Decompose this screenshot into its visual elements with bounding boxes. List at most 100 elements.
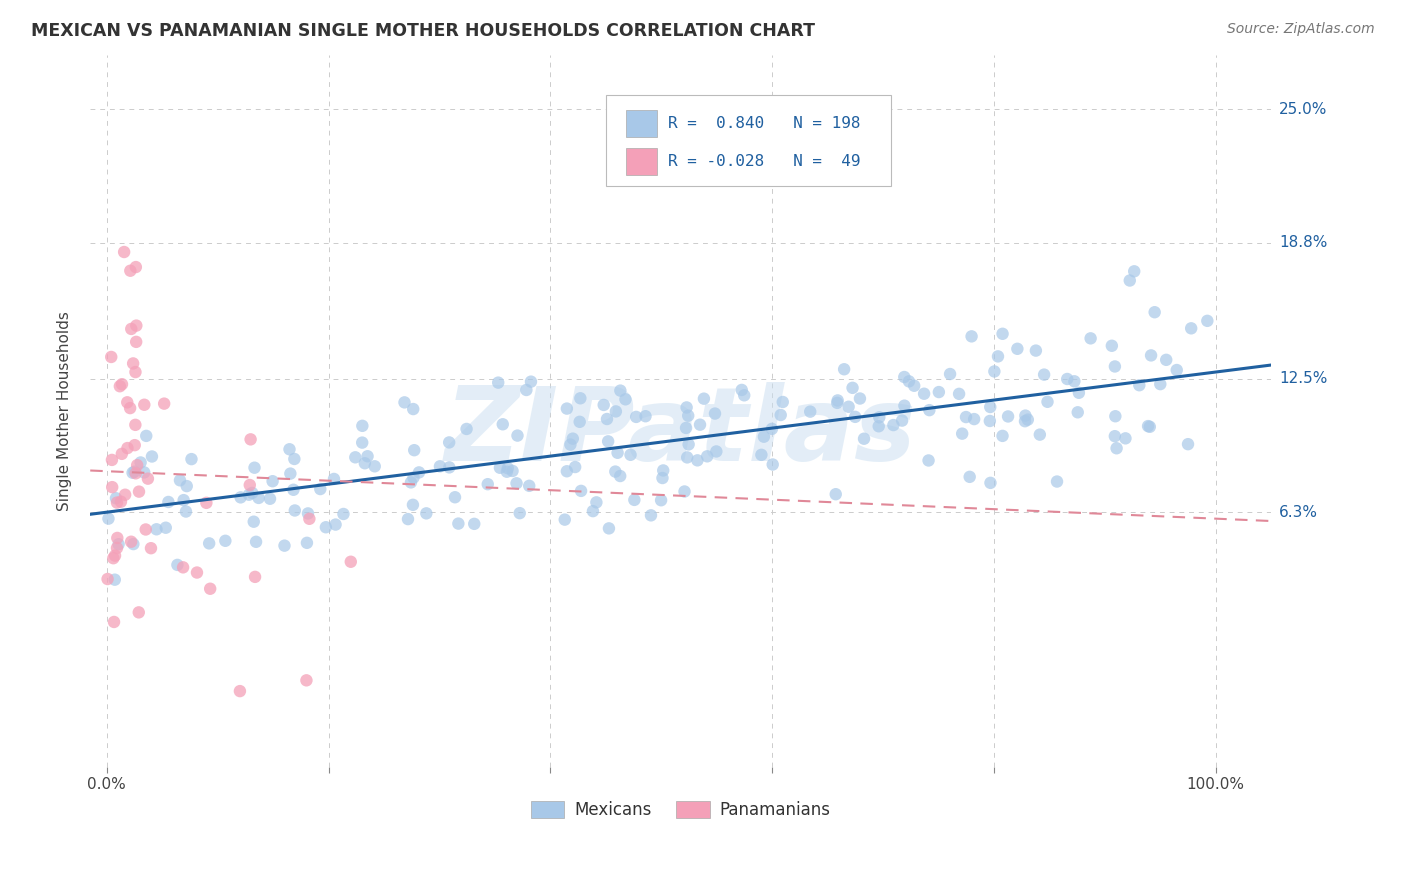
Point xyxy=(399,475,422,490)
Point xyxy=(402,498,425,512)
Point xyxy=(520,375,543,389)
Point xyxy=(121,466,143,480)
Point xyxy=(678,437,700,451)
Point xyxy=(983,364,1005,378)
Point xyxy=(114,488,136,502)
Point xyxy=(309,482,332,496)
Point xyxy=(1104,409,1126,424)
Text: ZIPatlas: ZIPatlas xyxy=(444,382,917,483)
Point xyxy=(456,422,478,436)
Point xyxy=(675,421,697,435)
Point xyxy=(125,260,148,274)
Point xyxy=(262,474,284,488)
Point xyxy=(134,398,156,412)
Point xyxy=(437,435,460,450)
Point xyxy=(243,570,266,584)
Point xyxy=(105,531,128,545)
Point xyxy=(166,558,188,572)
Point xyxy=(108,379,131,393)
Point xyxy=(598,434,620,449)
Point xyxy=(841,381,863,395)
Point xyxy=(903,378,925,392)
Legend: Mexicans, Panamanians: Mexicans, Panamanians xyxy=(524,794,838,826)
Point xyxy=(696,450,718,464)
Point xyxy=(332,507,354,521)
Point xyxy=(404,443,426,458)
Point xyxy=(127,458,149,472)
Point xyxy=(110,494,132,508)
Point xyxy=(486,376,509,390)
Point xyxy=(97,572,120,586)
Point xyxy=(243,460,266,475)
Point xyxy=(619,448,641,462)
Point xyxy=(564,460,586,475)
Point xyxy=(1128,378,1150,392)
Point xyxy=(939,367,962,381)
Point xyxy=(1029,427,1052,442)
Point xyxy=(824,487,846,501)
Point xyxy=(769,408,792,422)
Text: 25.0%: 25.0% xyxy=(1279,102,1327,117)
Point xyxy=(153,396,176,410)
Point xyxy=(186,566,208,580)
Point xyxy=(176,479,198,493)
Point xyxy=(623,492,645,507)
Point xyxy=(853,432,876,446)
Point xyxy=(122,537,145,551)
Text: MEXICAN VS PANAMANIAN SINGLE MOTHER HOUSEHOLDS CORRELATION CHART: MEXICAN VS PANAMANIAN SINGLE MOTHER HOUS… xyxy=(31,22,815,40)
Point xyxy=(832,362,855,376)
Point xyxy=(125,334,148,349)
Point xyxy=(100,350,122,364)
Point xyxy=(997,409,1019,424)
Point xyxy=(844,409,866,424)
Point xyxy=(145,522,167,536)
Point xyxy=(1080,331,1102,345)
Point xyxy=(155,521,177,535)
Point xyxy=(247,491,270,505)
Point xyxy=(555,464,578,478)
Point xyxy=(169,473,191,487)
Point xyxy=(505,476,527,491)
Text: 12.5%: 12.5% xyxy=(1279,371,1327,386)
Point xyxy=(128,606,150,620)
Point xyxy=(402,470,425,484)
Point xyxy=(752,430,775,444)
Point xyxy=(496,461,519,475)
Point xyxy=(157,495,180,509)
Point xyxy=(1149,377,1171,392)
Point xyxy=(561,432,583,446)
Point xyxy=(868,419,890,434)
Point xyxy=(517,479,540,493)
Point xyxy=(560,437,582,451)
Point xyxy=(651,471,673,485)
Point xyxy=(751,448,773,462)
Point xyxy=(686,453,709,467)
Point xyxy=(323,472,346,486)
Point xyxy=(117,395,139,409)
Point xyxy=(120,264,142,278)
Point xyxy=(444,490,467,504)
Point xyxy=(173,493,195,508)
Point xyxy=(849,392,872,406)
Point xyxy=(103,615,125,629)
Point xyxy=(1137,419,1160,434)
Point xyxy=(129,455,152,469)
Point xyxy=(240,486,263,500)
Point xyxy=(917,453,939,467)
Point xyxy=(1007,342,1029,356)
Point xyxy=(238,488,260,502)
Point xyxy=(103,551,125,566)
Text: R =  0.840   N = 198: R = 0.840 N = 198 xyxy=(668,116,860,131)
Point xyxy=(463,516,485,531)
Point xyxy=(596,412,619,426)
Point xyxy=(640,508,662,523)
Point xyxy=(105,495,128,509)
Point xyxy=(898,375,921,389)
Point xyxy=(1014,414,1036,428)
Point xyxy=(652,463,675,477)
Point xyxy=(135,523,157,537)
Point xyxy=(174,504,197,518)
Point xyxy=(112,245,135,260)
Point xyxy=(242,515,264,529)
Point xyxy=(356,449,378,463)
